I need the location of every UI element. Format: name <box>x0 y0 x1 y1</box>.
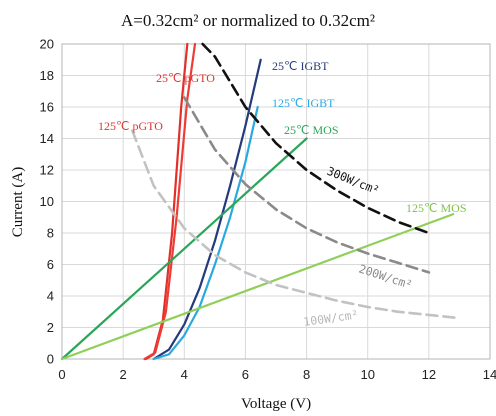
x-tick-label: 8 <box>303 367 310 382</box>
y-tick-label: 6 <box>47 257 54 272</box>
y-tick-label: 20 <box>40 37 54 52</box>
series-line-2 <box>152 58 262 361</box>
y-tick-label: 4 <box>47 289 54 304</box>
series-line-1 <box>143 42 197 361</box>
label-25c-mos: 25℃ MOS <box>284 123 339 137</box>
series-lines <box>60 42 461 361</box>
x-tick-label: 2 <box>120 367 127 382</box>
label-300w: 300W/cm² <box>325 164 382 198</box>
y-tick-label: 0 <box>47 352 54 367</box>
y-tick-label: 18 <box>40 68 54 83</box>
series-line-3 <box>152 105 259 361</box>
series-labels: 125℃ pGTO 25℃ pGTO 25℃ IGBT 125℃ IGBT 25… <box>98 59 467 329</box>
y-tick-label: 14 <box>40 131 54 146</box>
series-line-6 <box>201 42 431 235</box>
y-tick-label: 2 <box>47 320 54 335</box>
label-125c-igbt: 125℃ IGBT <box>272 96 335 110</box>
x-tick-label: 14 <box>483 367 496 382</box>
x-tick-label: 10 <box>360 367 374 382</box>
y-axis-ticks: 0 2 4 6 8 10 12 14 16 18 20 <box>40 37 54 367</box>
y-tick-label: 10 <box>40 194 54 209</box>
label-25c-pgto: 25℃ pGTO <box>156 71 215 85</box>
label-25c-igbt: 25℃ IGBT <box>272 59 329 73</box>
label-125c-pgto: 125℃ pGTO <box>98 119 163 133</box>
x-tick-label: 12 <box>422 367 436 382</box>
x-axis-ticks: 0 2 4 6 8 10 12 14 <box>58 367 496 382</box>
series-line-4 <box>60 137 308 361</box>
x-tick-label: 0 <box>58 367 65 382</box>
y-tick-label: 12 <box>40 163 54 178</box>
y-axis-title: Current (A) <box>10 167 26 237</box>
plot-area-frame <box>61 43 491 360</box>
series-line-5 <box>60 213 455 361</box>
series-line-7 <box>183 96 431 274</box>
series-line-8 <box>131 129 461 320</box>
x-tick-label: 4 <box>181 367 188 382</box>
x-tick-label: 6 <box>242 367 249 382</box>
label-125c-mos: 125℃ MOS <box>406 201 467 215</box>
chart-title: A=0.32cm² or normalized to 0.32cm² <box>121 11 375 30</box>
y-tick-label: 8 <box>47 226 54 241</box>
y-tick-label: 16 <box>40 100 54 115</box>
x-axis-title: Voltage (V) <box>241 396 311 412</box>
label-100w: 100W/cm² <box>302 307 359 329</box>
